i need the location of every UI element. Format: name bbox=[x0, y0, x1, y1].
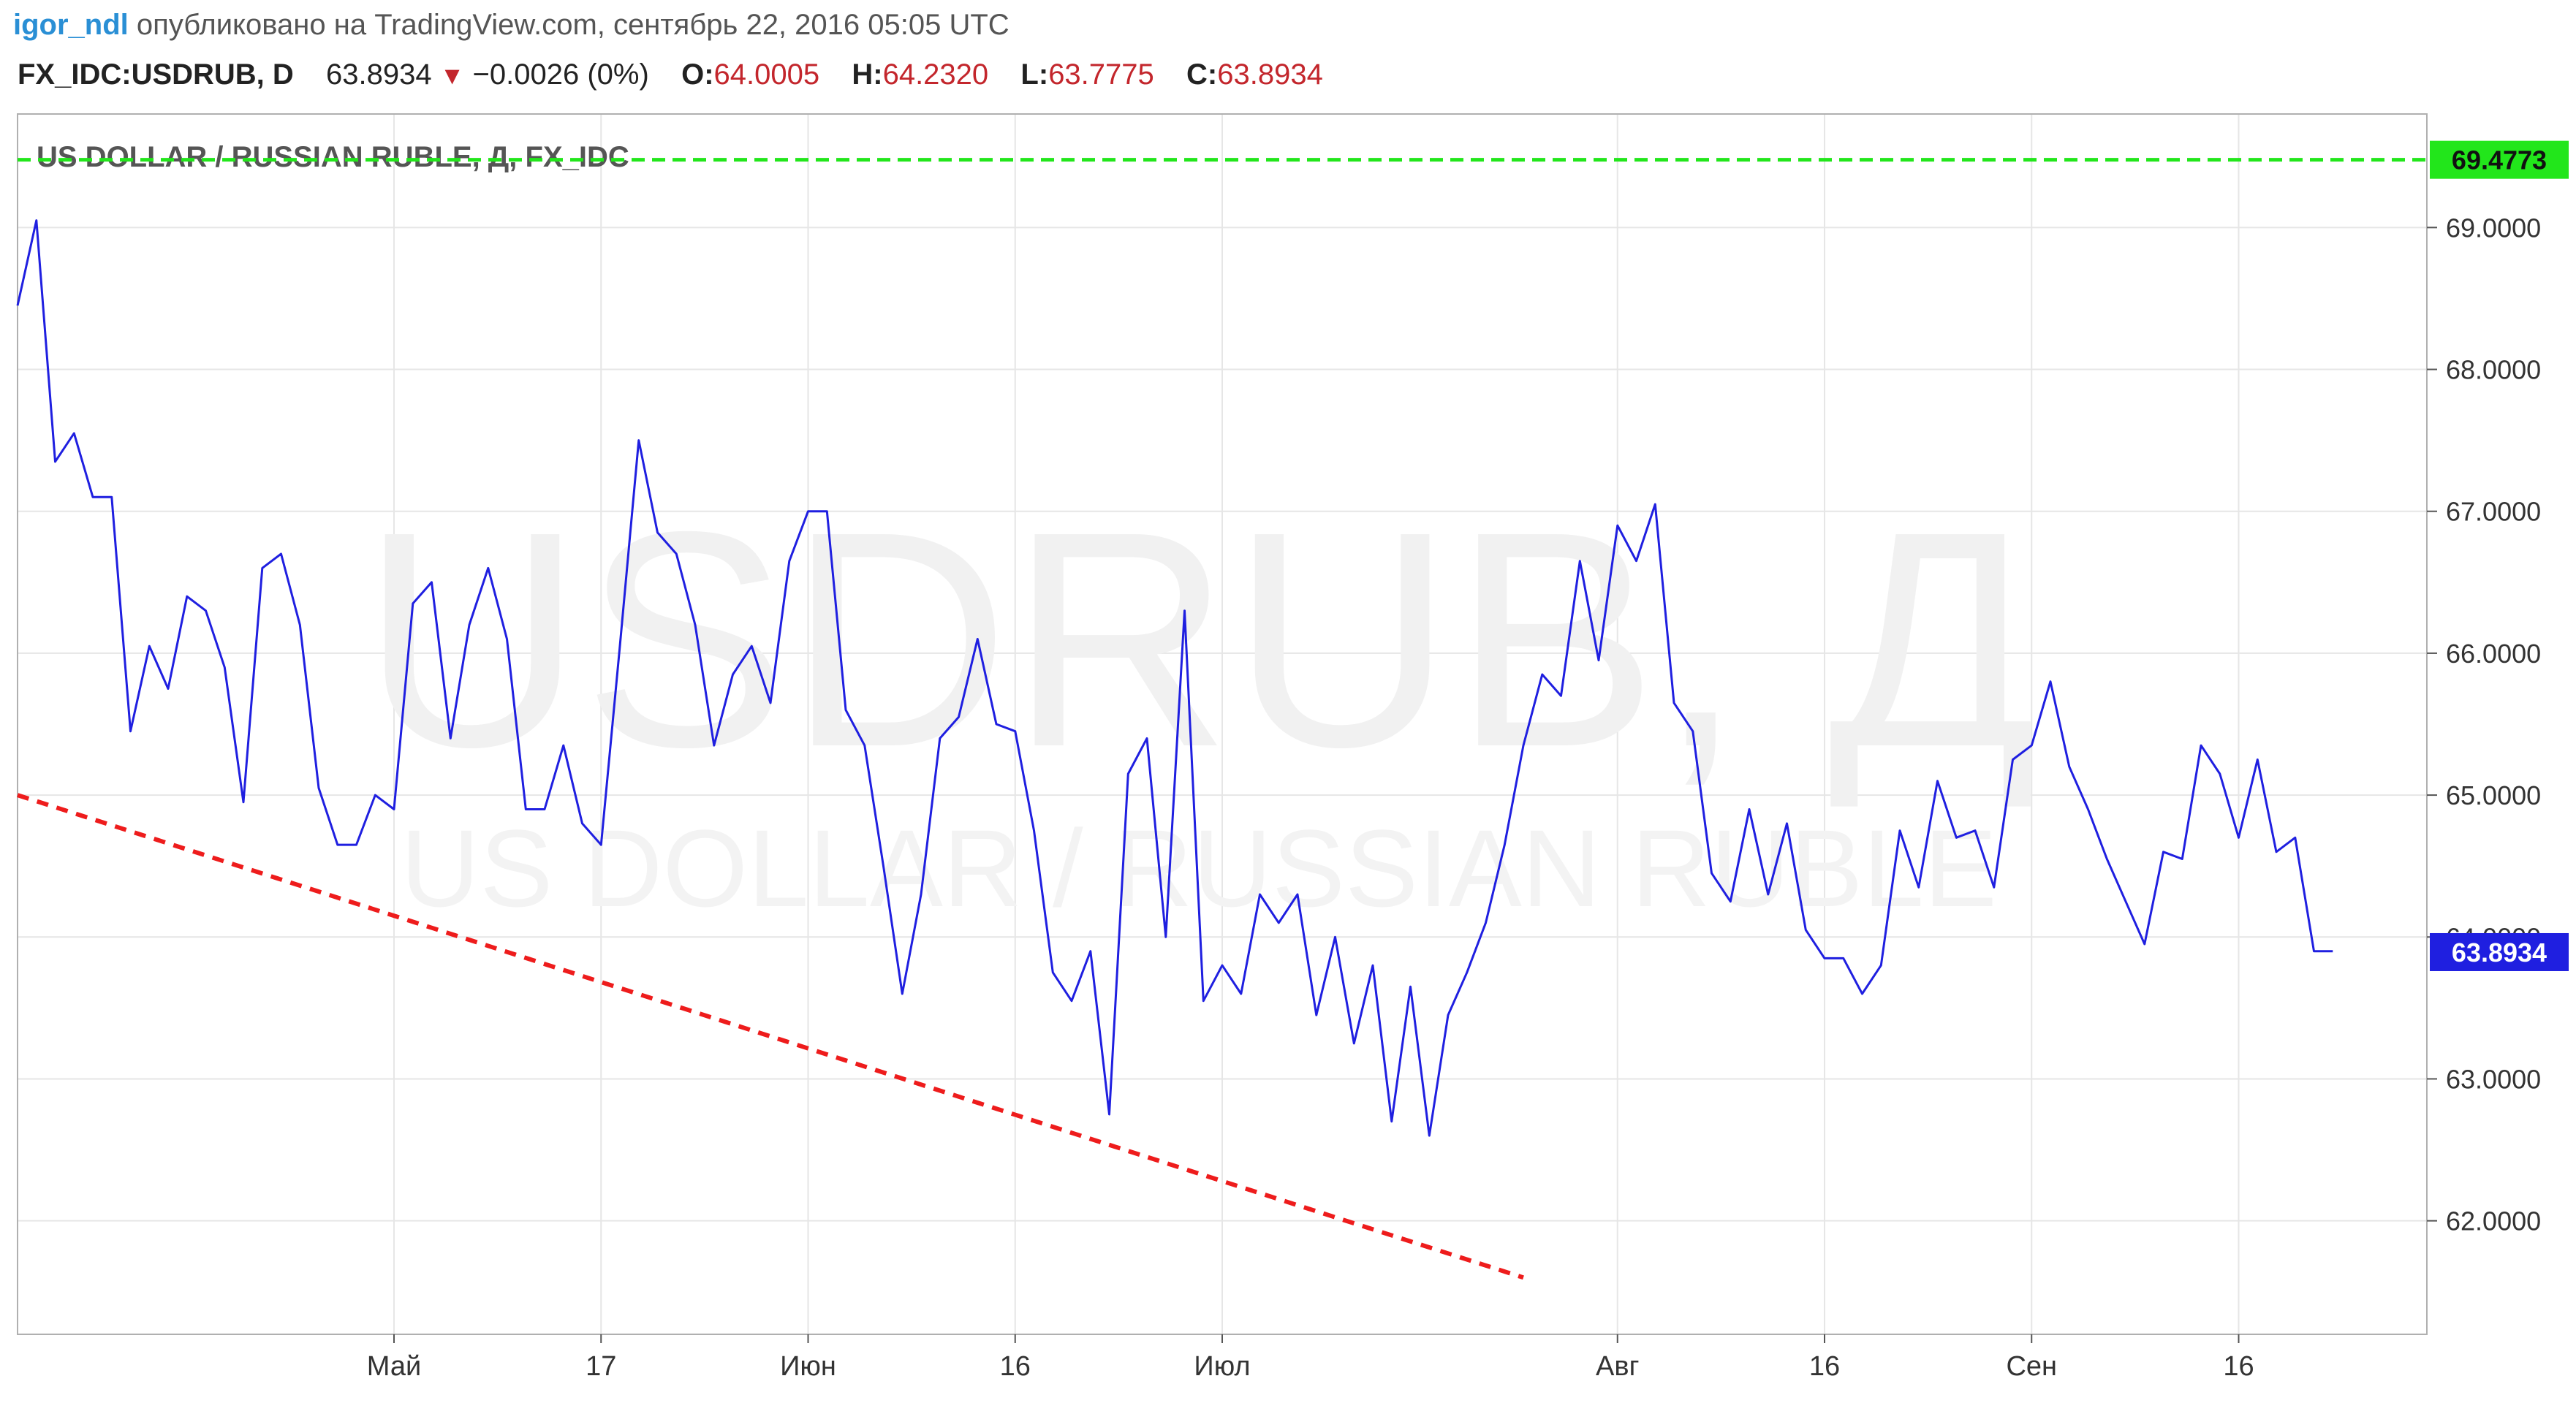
publication-info: опубликовано на TradingView.com, сентябр… bbox=[136, 9, 1009, 41]
open-value: 64.0005 bbox=[713, 58, 820, 91]
high-label: H: bbox=[852, 58, 883, 91]
y-tick-label: 66.0000 bbox=[2446, 639, 2541, 669]
low-label: L: bbox=[1020, 58, 1049, 91]
author-link[interactable]: igor_ndl bbox=[13, 9, 129, 41]
ohlc-line: FX_IDC:USDRUB, D 63.8934 ▼ −0.0026 (0%) … bbox=[18, 58, 1323, 91]
resistance-price-tag-bg bbox=[2430, 140, 2569, 179]
y-tick-label: 67.0000 bbox=[2446, 497, 2541, 527]
current-price-tag: 63.8934 bbox=[2452, 938, 2547, 967]
low-value: 63.7775 bbox=[1048, 58, 1154, 91]
price-change: −0.0026 (0%) bbox=[472, 58, 649, 91]
x-tick-label: 16 bbox=[1809, 1351, 1840, 1382]
publication-line: igor_ndl опубликовано на TradingView.com… bbox=[13, 9, 1009, 42]
y-tick-label: 63.0000 bbox=[2446, 1064, 2541, 1094]
y-tick-label: 65.0000 bbox=[2446, 780, 2541, 810]
trend-line bbox=[17, 793, 1524, 1280]
chart-title: US DOLLAR / RUSSIAN RUBLE, Д, FX_IDC bbox=[37, 141, 629, 173]
price-series-line[interactable] bbox=[16, 219, 2333, 1137]
x-tick-label: 16 bbox=[1000, 1351, 1031, 1382]
chart-header: igor_ndl опубликовано на TradingView.com… bbox=[0, 0, 2576, 105]
down-triangle-icon: ▼ bbox=[439, 62, 465, 90]
x-tick-label: 17 bbox=[586, 1351, 616, 1382]
x-tick-label: Авг bbox=[1596, 1351, 1639, 1382]
y-tick-label: 69.0000 bbox=[2446, 213, 2541, 243]
x-tick-label: Май bbox=[367, 1351, 421, 1382]
resistance-price-tag: 69.4773 bbox=[2452, 145, 2547, 175]
x-tick-label: Июн bbox=[780, 1351, 836, 1382]
close-value: 63.8934 bbox=[1217, 58, 1323, 91]
symbol-label[interactable]: FX_IDC:USDRUB, D bbox=[18, 58, 294, 91]
open-label: O: bbox=[681, 58, 714, 91]
y-tick-label: 68.0000 bbox=[2446, 355, 2541, 385]
chart-watermark: USDRUB, Д bbox=[361, 468, 2036, 811]
x-tick-label: Сен bbox=[2006, 1351, 2057, 1382]
high-value: 64.2320 bbox=[882, 58, 989, 91]
current-price-tag-bg bbox=[2430, 932, 2569, 971]
x-tick-label: Июл bbox=[1194, 1351, 1250, 1382]
x-tick-label: 16 bbox=[2223, 1351, 2254, 1382]
last-price: 63.8934 bbox=[326, 58, 432, 91]
close-label: C: bbox=[1186, 58, 1218, 91]
y-tick-label: 62.0000 bbox=[2446, 1206, 2541, 1236]
